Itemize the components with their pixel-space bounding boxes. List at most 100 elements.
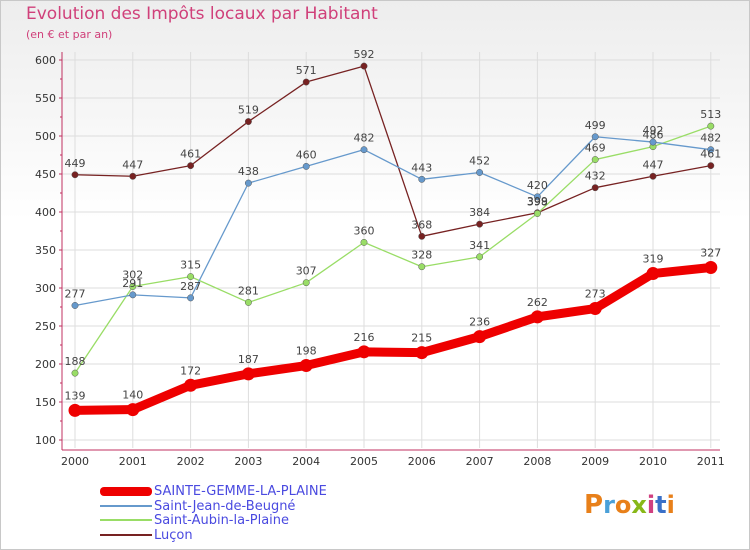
data-point <box>588 302 602 316</box>
data-point <box>187 273 195 281</box>
data-label: 461 <box>180 148 201 161</box>
data-point <box>418 232 426 240</box>
x-tick-label: 2002 <box>177 455 205 468</box>
data-label: 172 <box>180 364 201 377</box>
data-point <box>649 138 657 146</box>
data-label: 499 <box>585 119 606 132</box>
data-label: 307 <box>296 265 317 278</box>
chart-title: Evolution des Impôts locaux par Habitant <box>26 4 378 24</box>
legend-swatch <box>100 533 152 536</box>
data-label: 447 <box>122 158 143 171</box>
x-tick-label: 2011 <box>697 455 725 468</box>
data-label: 277 <box>65 287 86 300</box>
data-point <box>187 162 195 170</box>
data-point <box>360 146 368 154</box>
series-line-4 <box>74 65 712 237</box>
legend-label: Luçon <box>154 527 193 543</box>
legend-label: Saint-Jean-de-Beugné <box>154 498 296 514</box>
data-point <box>473 330 487 344</box>
legend-swatch <box>100 486 152 496</box>
chart-subtitle: (en € et par an) <box>26 28 113 41</box>
legend-label: Saint-Aubin-la-Plaine <box>154 513 290 528</box>
data-label: 140 <box>122 389 143 402</box>
legend-swatch <box>100 504 152 507</box>
data-label: 460 <box>296 148 317 161</box>
data-label: 438 <box>238 165 259 178</box>
data-label: 461 <box>700 148 721 161</box>
data-label: 452 <box>469 154 490 167</box>
data-point <box>591 156 599 164</box>
data-point <box>129 172 137 180</box>
data-label: 360 <box>354 224 375 237</box>
series-line-3 <box>74 125 712 374</box>
x-tick-label: 2001 <box>119 455 147 468</box>
data-label: 449 <box>65 157 86 170</box>
legend-swatch <box>100 519 152 521</box>
data-point <box>476 220 484 228</box>
data-label: 384 <box>469 206 490 219</box>
data-label: 273 <box>585 288 606 301</box>
data-label: 492 <box>643 124 664 137</box>
x-tick-label: 2007 <box>466 455 494 468</box>
data-label: 592 <box>354 48 375 61</box>
data-label: 216 <box>354 331 375 344</box>
data-point <box>476 169 484 176</box>
x-tick-label: 2009 <box>581 455 609 468</box>
data-point <box>357 345 371 359</box>
data-label: 341 <box>469 239 490 252</box>
y-tick-label: 350 <box>35 244 56 257</box>
data-label: 291 <box>122 277 143 290</box>
x-tick-label: 2006 <box>408 455 436 468</box>
data-label: 469 <box>585 142 606 155</box>
data-label: 281 <box>238 284 259 297</box>
data-point <box>649 172 657 180</box>
x-tick-label: 2005 <box>350 455 378 468</box>
data-point <box>646 267 660 281</box>
data-point <box>533 210 541 217</box>
data-label: 315 <box>180 259 201 272</box>
data-label: 319 <box>643 253 664 266</box>
data-label: 420 <box>527 179 548 192</box>
data-point <box>707 146 715 154</box>
data-point <box>244 298 252 306</box>
data-point <box>533 193 541 201</box>
data-label: 519 <box>238 104 259 117</box>
data-label: 328 <box>411 249 432 262</box>
data-point <box>704 260 718 274</box>
data-point <box>129 283 137 290</box>
data-label: 432 <box>585 170 606 183</box>
y-tick-label: 450 <box>35 168 56 181</box>
y-tick-label: 550 <box>35 92 56 105</box>
data-point <box>476 253 484 261</box>
data-label: 399 <box>527 195 548 208</box>
data-point <box>360 62 368 70</box>
proxiti-logo: Proxiti <box>584 490 675 520</box>
data-point <box>302 162 310 170</box>
data-label: 262 <box>527 296 548 309</box>
y-tick-label: 100 <box>35 434 56 447</box>
data-label: 188 <box>65 355 86 368</box>
data-point <box>360 238 368 246</box>
data-point <box>707 122 715 130</box>
data-label: 302 <box>122 268 143 281</box>
data-label: 443 <box>411 161 432 174</box>
data-point <box>707 162 715 170</box>
legend-label: SAINTE-GEMME-LA-PLAINE <box>154 484 327 499</box>
data-point <box>302 279 310 287</box>
y-tick-label: 150 <box>35 396 56 409</box>
data-point <box>126 403 140 417</box>
y-tick-label: 300 <box>35 282 56 295</box>
data-label: 327 <box>700 246 721 259</box>
data-label: 398 <box>527 196 548 209</box>
data-point <box>68 403 82 417</box>
data-point <box>591 184 599 192</box>
x-tick-label: 2003 <box>234 455 262 468</box>
data-point <box>415 346 429 360</box>
data-point <box>591 133 599 141</box>
data-label: 482 <box>700 132 721 145</box>
data-label: 486 <box>643 129 664 142</box>
data-point <box>418 263 426 271</box>
data-label: 571 <box>296 64 317 77</box>
